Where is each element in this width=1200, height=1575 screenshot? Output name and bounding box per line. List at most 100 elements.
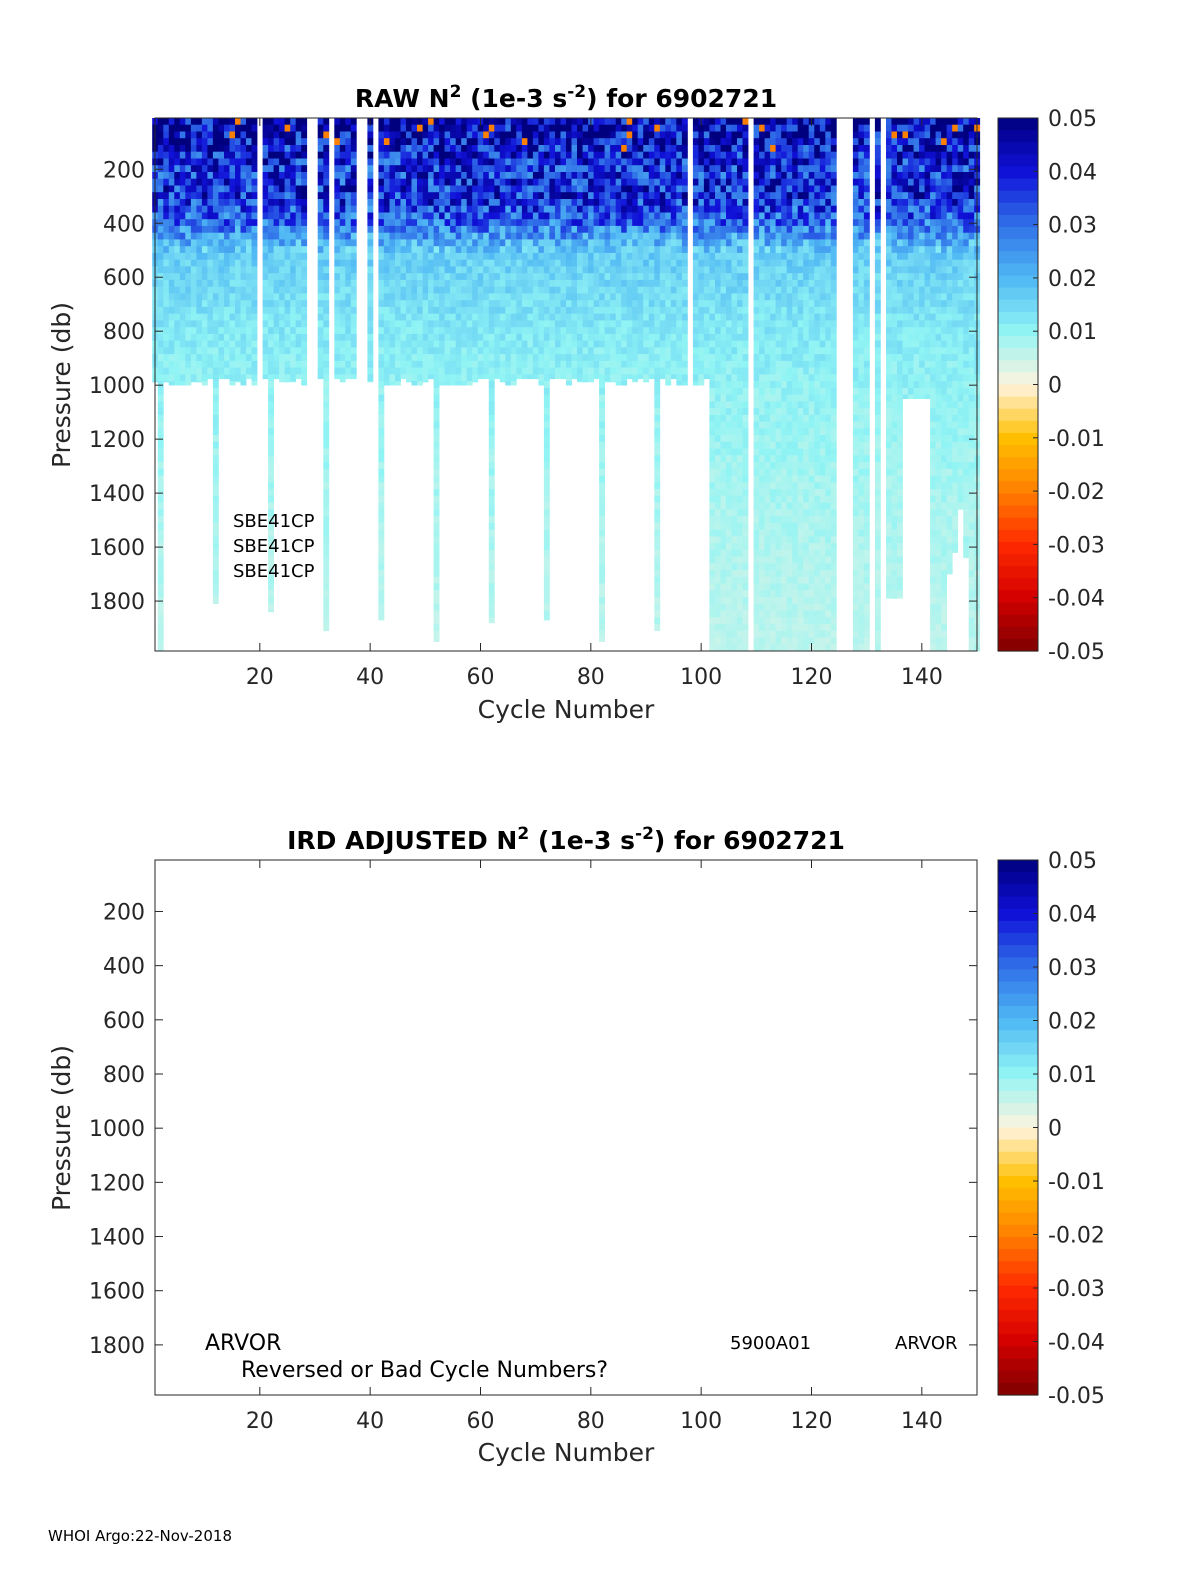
heatmap-cell [709, 644, 716, 652]
heatmap-cell [659, 172, 666, 180]
heatmap-cell [775, 495, 782, 503]
heatmap-cell [759, 259, 765, 267]
heatmap-cell [450, 374, 456, 382]
heatmap-cell [775, 138, 782, 146]
heatmap-cell [235, 313, 241, 321]
heatmap-cell [555, 360, 561, 368]
heatmap-cell [698, 313, 705, 321]
heatmap-cell [301, 300, 308, 308]
heatmap-cell [218, 124, 225, 132]
heatmap-cell [770, 367, 776, 375]
heatmap-cell [383, 239, 390, 247]
heatmap-cell [290, 293, 297, 301]
heatmap-cell [290, 151, 297, 159]
heatmap-cell [400, 374, 407, 380]
heatmap-cell [262, 232, 269, 240]
heatmap-cell [400, 354, 407, 362]
heatmap-cell [637, 286, 644, 294]
heatmap-cell [466, 219, 473, 227]
heatmap-cell [715, 172, 721, 180]
heatmap-cell [604, 131, 611, 139]
heatmap-cell [505, 320, 512, 328]
heatmap-cell [367, 293, 374, 301]
heatmap-cell [643, 273, 650, 281]
heatmap-cell [759, 313, 765, 321]
heatmap-cell [726, 252, 732, 260]
heatmap-cell [521, 232, 528, 240]
heatmap-cell [770, 192, 776, 200]
heatmap-cell [726, 286, 732, 294]
heatmap-cell [737, 603, 743, 611]
heatmap-cell [345, 246, 352, 254]
heatmap-cell [626, 158, 633, 166]
heatmap-cell [670, 118, 677, 126]
heatmap-cell [334, 266, 341, 274]
heatmap-cell [759, 624, 765, 632]
heatmap-cell [566, 293, 572, 301]
heatmap-cell [566, 320, 572, 328]
heatmap-cell [224, 138, 230, 146]
heatmap-cell [742, 313, 749, 321]
heatmap-cell [157, 259, 164, 267]
heatmap-cell [775, 408, 782, 416]
heatmap-cell [626, 259, 633, 267]
heatmap-cell [295, 286, 302, 294]
heatmap-cell [350, 360, 357, 368]
heatmap-cell [163, 151, 170, 159]
heatmap-cell [389, 172, 396, 180]
heatmap-cell [207, 327, 214, 335]
heatmap-cell [599, 192, 605, 200]
heatmap-cell [775, 178, 782, 186]
heatmap-cell [185, 374, 192, 382]
heatmap-cell [703, 239, 710, 247]
heatmap-cell [775, 603, 782, 611]
heatmap-cell [538, 313, 545, 321]
heatmap-cell [543, 232, 550, 240]
heatmap-cell [488, 549, 495, 557]
heatmap-cell [654, 401, 661, 409]
heatmap-cell [317, 266, 324, 274]
heatmap-cell [383, 327, 390, 335]
heatmap-cell [383, 225, 390, 233]
heatmap-cell [406, 347, 412, 355]
heatmap-cell [588, 279, 594, 287]
heatmap-cell [632, 165, 639, 173]
heatmap-cell [345, 327, 352, 335]
heatmap-cell [742, 468, 749, 476]
heatmap-cell [505, 219, 512, 227]
heatmap-cell [516, 165, 523, 173]
heatmap-cell [703, 360, 710, 368]
heatmap-cell [555, 279, 561, 287]
heatmap-cell [731, 320, 738, 328]
heatmap-cell [715, 502, 721, 510]
heatmap-cell [555, 219, 561, 227]
heatmap-cell [577, 347, 583, 355]
heatmap-cell [433, 165, 440, 173]
heatmap-cell [654, 468, 661, 476]
heatmap-cell [433, 374, 440, 382]
heatmap-cell [157, 158, 164, 166]
heatmap-cell [753, 394, 760, 402]
heatmap-cell [273, 239, 280, 247]
heatmap-cell [659, 232, 666, 240]
heatmap-cell [433, 408, 440, 416]
heatmap-cell [654, 225, 661, 233]
heatmap-cell [560, 273, 567, 281]
heatmap-cell [637, 131, 644, 139]
heatmap-cell [406, 327, 412, 335]
heatmap-cell [157, 313, 164, 321]
heatmap-cell [676, 199, 683, 207]
heatmap-cell [753, 367, 760, 375]
heatmap-cell [279, 172, 285, 180]
heatmap-cell [731, 192, 738, 200]
heatmap-cell [168, 252, 175, 260]
heatmap-cell [422, 205, 429, 213]
heatmap-cell [212, 327, 219, 335]
heatmap-cell [775, 610, 782, 618]
heatmap-cell [268, 252, 274, 260]
heatmap-cell [621, 354, 628, 362]
heatmap-cell [599, 448, 605, 456]
heatmap-cell [698, 212, 705, 220]
heatmap-cell [273, 212, 280, 220]
heatmap-cell [764, 603, 771, 611]
